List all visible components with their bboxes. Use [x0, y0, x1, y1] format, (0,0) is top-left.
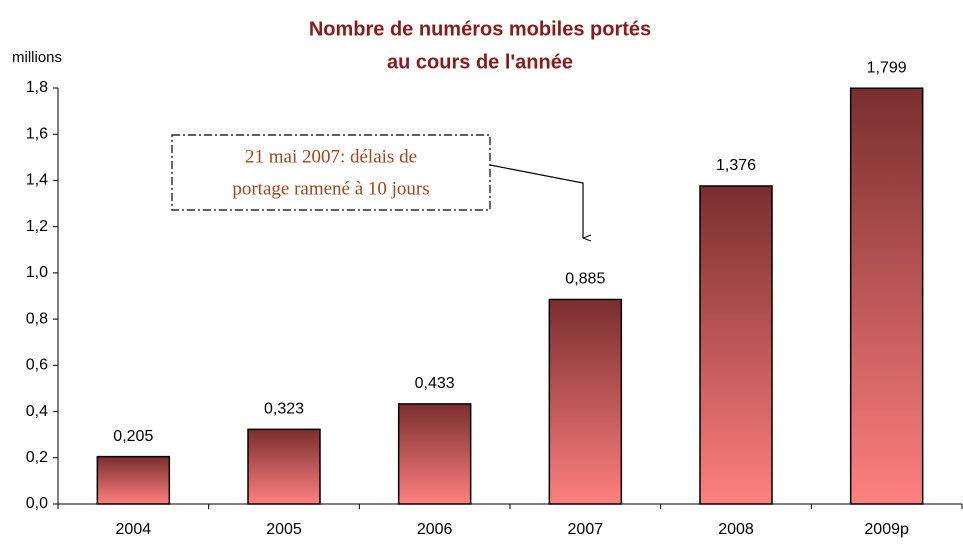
annotation-box [171, 134, 491, 211]
value-label: 0,205 [113, 428, 153, 445]
y-tick-label: 0,4 [26, 403, 48, 420]
bar [247, 428, 321, 505]
bar [548, 298, 623, 505]
y-axis-label: millions [12, 49, 62, 66]
y-tick-label: 0,0 [26, 495, 48, 512]
x-tick-label: 2004 [116, 521, 152, 538]
chart-title: au cours de l'année [387, 51, 573, 73]
bar [699, 185, 773, 505]
y-tick-label: 1,6 [26, 125, 48, 142]
bar [397, 403, 472, 505]
annotation-arrow [489, 164, 583, 238]
x-tick-label: 2009p [864, 521, 909, 538]
value-label: 1,799 [867, 59, 907, 76]
x-tick-label: 2005 [266, 521, 302, 538]
y-tick-label: 1,2 [26, 218, 48, 235]
value-label: 1,376 [716, 157, 756, 174]
annotation: portage ramené à 10 jours [232, 178, 429, 199]
y-tick-label: 0,8 [26, 310, 48, 327]
y-tick-label: 0,2 [26, 449, 48, 466]
value-label: 0,885 [565, 271, 605, 288]
y-tick-label: 1,0 [26, 264, 48, 281]
chart-title: Nombre de numéros mobiles portés [309, 18, 651, 40]
bar [849, 87, 924, 505]
x-tick-label: 2007 [568, 521, 604, 538]
bar [96, 455, 171, 505]
value-label: 0,433 [415, 375, 455, 392]
y-tick-label: 1,4 [26, 172, 48, 189]
x-tick-label: 2008 [718, 521, 754, 538]
y-tick-label: 1,8 [26, 79, 48, 96]
x-tick-label: 2006 [417, 521, 453, 538]
value-label: 0,323 [264, 401, 304, 418]
y-tick-label: 0,6 [26, 357, 48, 374]
annotation: 21 mai 2007: délais de [245, 146, 417, 167]
